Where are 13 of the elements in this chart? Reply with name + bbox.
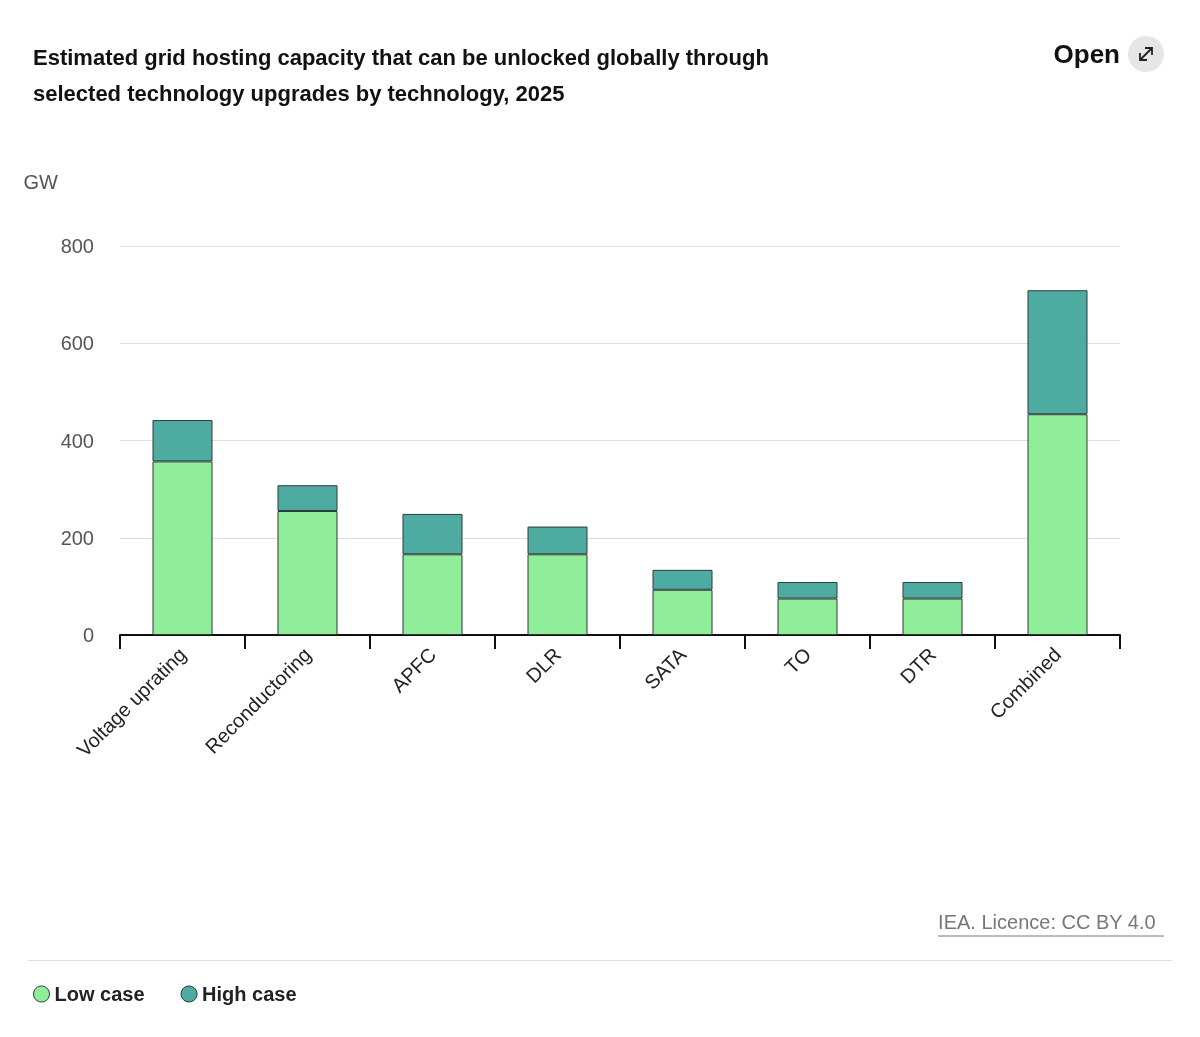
chart-title: Estimated grid hosting capacity that can be unlocked globally through selected technology upgrades by technology, 2025 xyxy=(33,44,769,106)
legend-label: Low case xyxy=(54,983,145,1005)
y-axis-title: GW xyxy=(23,171,59,193)
y-tick-label: 400 xyxy=(60,429,94,452)
y-tick-label: 800 xyxy=(60,235,94,257)
legend-label: High case xyxy=(202,983,297,1005)
x-tick-label: DLR xyxy=(521,643,566,688)
x-tick-label: TO xyxy=(780,643,816,679)
y-tick-label: 600 xyxy=(60,332,94,355)
text: Open xyxy=(1053,38,1120,70)
y-tick-label: 0 xyxy=(82,624,94,646)
y-tick-label: 200 xyxy=(60,526,94,549)
text: IEA. Licence: CC BY 4.0 xyxy=(938,911,1156,933)
